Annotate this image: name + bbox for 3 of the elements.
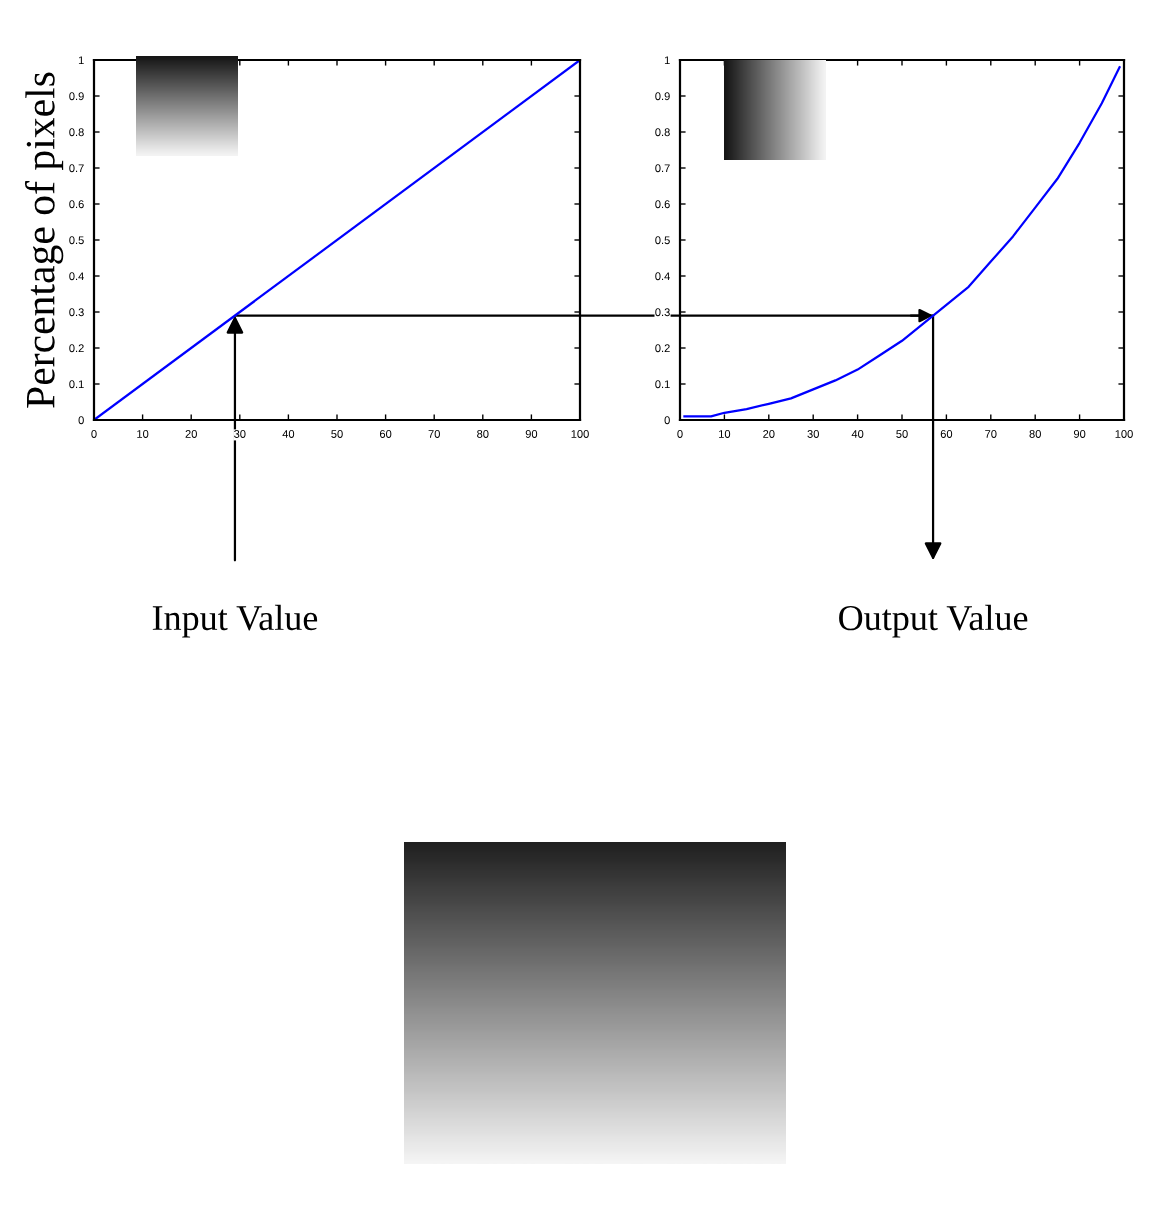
annotation: Input Value <box>152 604 318 638</box>
y-axis-title: Percentage of pixels <box>24 72 64 408</box>
annotation: Output Value <box>839 604 1028 638</box>
